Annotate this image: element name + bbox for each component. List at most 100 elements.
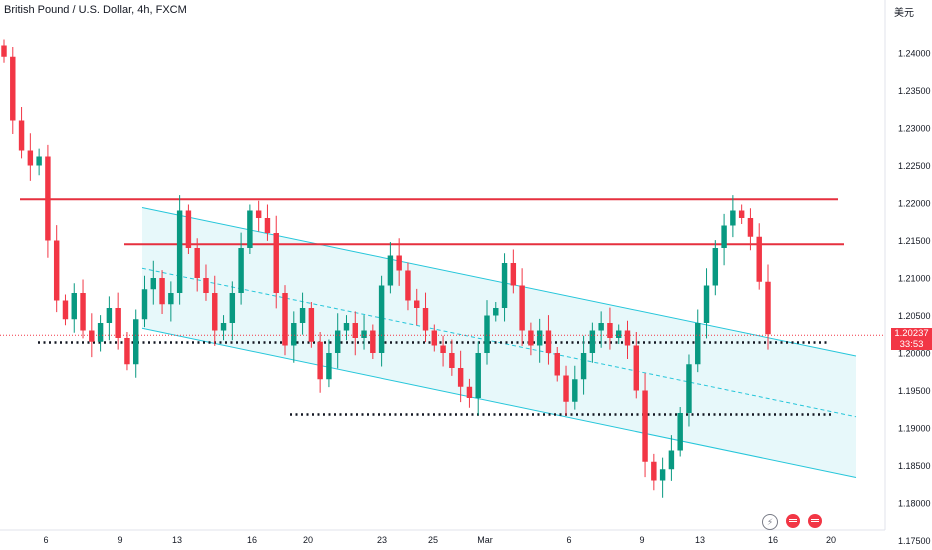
candle-body (633, 345, 639, 391)
candle-body (370, 330, 376, 353)
candle-body (36, 156, 42, 166)
x-tick-label: 6 (566, 535, 571, 545)
candle-body (563, 375, 569, 402)
candle-body (343, 323, 350, 331)
candle-body (615, 330, 622, 338)
candle-body (291, 323, 297, 346)
candle-body (536, 330, 543, 346)
candle-body (695, 323, 701, 365)
candle-body (264, 218, 271, 233)
candle-body (387, 255, 394, 286)
x-tick-label: 13 (695, 535, 705, 545)
candle-body (440, 345, 446, 353)
candle-body (686, 364, 692, 413)
candle-body (677, 413, 683, 451)
candle-body (326, 353, 332, 380)
candle-body (150, 278, 157, 290)
candle-body (176, 210, 183, 293)
candle-body (282, 293, 288, 346)
candle-body (97, 323, 104, 342)
candle-body (71, 293, 77, 320)
candle-body (299, 308, 306, 323)
candle-body (396, 255, 402, 271)
candle-body (361, 330, 367, 338)
candle-body (730, 210, 736, 226)
candle-body (765, 281, 771, 335)
candle-body (53, 240, 60, 301)
candle-body (712, 248, 719, 286)
candle-body (168, 293, 174, 305)
y-tick-label: 1.18500 (898, 461, 931, 471)
candle-body (659, 469, 666, 481)
candle-body (106, 308, 113, 323)
x-tick-label: 13 (172, 535, 182, 545)
y-tick-label: 1.23500 (898, 86, 931, 96)
candle-body (510, 263, 517, 286)
candle-body (519, 285, 525, 331)
y-tick-label: 1.21000 (898, 274, 931, 284)
x-tick-label: 16 (768, 535, 778, 545)
candle-body (528, 330, 534, 346)
x-tick-label: 6 (43, 535, 48, 545)
currency-label: 美元 (894, 8, 914, 19)
candle-body (133, 319, 139, 365)
x-tick-label: 16 (247, 535, 257, 545)
y-tick-label: 1.20500 (898, 311, 931, 321)
candle-body (572, 379, 578, 402)
bar-countdown: 33:53 (899, 339, 924, 351)
x-tick-label: 20 (303, 535, 313, 545)
y-tick-label: 1.18000 (898, 499, 931, 509)
candle-body (457, 368, 464, 387)
candle-body (27, 150, 34, 166)
candle-body (378, 285, 385, 353)
x-tick-label: 9 (117, 535, 122, 545)
candle-body (229, 293, 236, 323)
candle-body (624, 330, 631, 346)
y-tick-label: 1.22500 (898, 161, 931, 171)
x-tick-label: 25 (428, 535, 438, 545)
candle-body (422, 308, 429, 331)
last-price-value: 1.20237 (894, 328, 929, 340)
candle-body (334, 330, 341, 353)
candle-body (747, 218, 754, 237)
candle-body (651, 461, 657, 481)
candle-body (220, 323, 227, 331)
candle-body (194, 248, 200, 278)
us-flag-icon[interactable] (786, 514, 800, 528)
us-flag-icon[interactable] (808, 514, 822, 528)
y-tick-label: 1.19500 (898, 386, 931, 396)
candle-body (738, 210, 745, 218)
y-tick-label: 1.20000 (898, 349, 931, 359)
candle-body (273, 233, 279, 293)
candle-body (141, 289, 148, 320)
candle-body (484, 315, 490, 353)
candle-body (449, 353, 455, 368)
candle-body (598, 323, 604, 331)
x-tick-label: 9 (639, 535, 644, 545)
candle-body (405, 270, 411, 301)
candle-body (255, 210, 262, 218)
event-icons: ⚡ (762, 514, 822, 530)
candle-body (18, 120, 25, 151)
y-tick-label: 1.23000 (898, 124, 931, 134)
candle-body (642, 390, 648, 462)
x-tick-label: 20 (826, 535, 836, 545)
candle-body (668, 450, 675, 470)
candle-body (212, 293, 218, 331)
channel-lower-line (141, 327, 857, 478)
candle-body (89, 330, 95, 342)
lightning-icon[interactable]: ⚡ (762, 514, 778, 530)
channel-upper-line (141, 207, 857, 357)
candle-body (493, 308, 499, 316)
candle-body (431, 330, 438, 346)
channel-middle-line (141, 267, 857, 418)
candle-body (80, 293, 86, 331)
candle-body (501, 263, 508, 308)
y-tick-label: 1.22000 (898, 199, 931, 209)
candle-body (62, 300, 69, 320)
x-tick-label: Mar (477, 535, 493, 545)
candle-body (124, 338, 130, 365)
candle-body (721, 225, 727, 248)
candle-body (414, 300, 420, 308)
